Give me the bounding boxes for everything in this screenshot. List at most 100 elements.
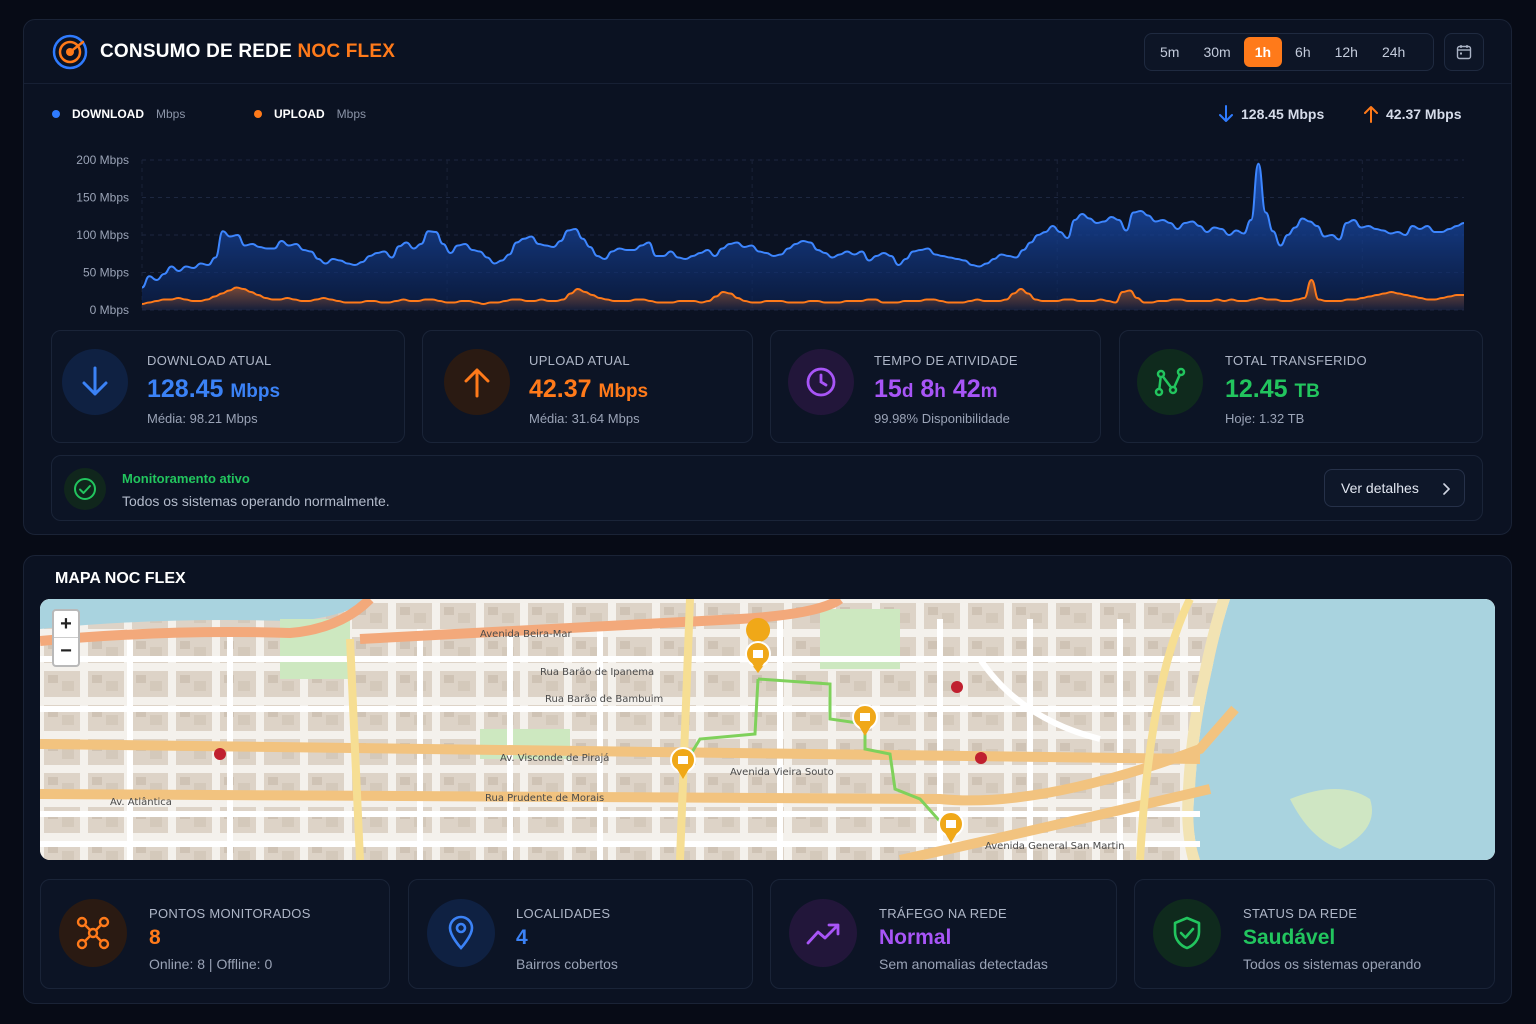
- node-pin-icon[interactable]: [670, 747, 696, 779]
- network-traffic-label: TRÁFEGO NA REDE: [879, 906, 1008, 921]
- x-tick-label: 10:00: [1347, 321, 1377, 322]
- zoom-in-button[interactable]: +: [54, 611, 78, 638]
- download-series-line: [141, 162, 1465, 289]
- arrow-up-icon: [1364, 106, 1378, 123]
- view-details-button[interactable]: Ver detalhes: [1324, 469, 1465, 507]
- total-transferred-number: 12.45: [1225, 375, 1288, 403]
- uptime-hours-unit: h: [934, 381, 946, 402]
- download-average: Média: 98.21 Mbps: [147, 411, 258, 426]
- monitoring-subtitle: Todos os sistemas operando normalmente.: [122, 493, 390, 509]
- all-systems-status: Todos os sistemas operando: [1243, 956, 1422, 972]
- upload-icon-badge: [444, 349, 510, 415]
- range-5m-button[interactable]: 5m: [1160, 44, 1180, 60]
- total-transferred-unit: TB: [1294, 381, 1320, 402]
- upload-current-value: 42.37 Mbps: [529, 375, 648, 404]
- time-range-selector: 5m 30m 1h 6h 12h 24h: [1144, 33, 1434, 71]
- uptime-label: TEMPO DE ATIVIDADE: [874, 353, 1018, 368]
- range-24h-button[interactable]: 24h: [1381, 44, 1406, 60]
- network-status-card: STATUS DA REDE Saudável Todos os sistema…: [1134, 879, 1495, 989]
- x-tick-label: 09:45: [1042, 321, 1072, 322]
- trending-up-icon: [806, 923, 840, 945]
- street-map: Avenida Beira-Mar Rua Barão de Ipanema R…: [40, 599, 1495, 860]
- upload-current-number: 42.37: [529, 375, 592, 403]
- uptime-icon-badge: [788, 349, 854, 415]
- online-offline-count: Online: 8 | Offline: 0: [149, 956, 273, 972]
- x-tick-label: 09:00: [127, 321, 157, 322]
- uptime-value: 15d 8h 42m: [874, 375, 998, 404]
- calendar-icon: [1456, 45, 1472, 60]
- street-label: Rua Prudente de Morais: [485, 793, 604, 804]
- location-pin-icon: [448, 915, 474, 950]
- chart-x-axis: 09:00 09:15 09:30 09:45 10:00: [127, 321, 1378, 322]
- arrow-down-icon: [1219, 105, 1233, 122]
- download-current-value: 128.45 Mbps: [147, 375, 280, 404]
- download-icon-badge: [62, 349, 128, 415]
- y-tick-label: 0 Mbps: [90, 303, 129, 317]
- check-circle-icon: [74, 478, 96, 500]
- y-tick-label: 200 Mbps: [76, 153, 129, 167]
- uptime-days: 15: [874, 375, 902, 403]
- uptime-minutes-unit: m: [980, 381, 998, 402]
- street-label: Rua Barão de Ipanema: [540, 667, 654, 678]
- ocean-water: [1193, 599, 1495, 860]
- node-pin-icon[interactable]: [745, 618, 771, 673]
- transfer-icon-badge: [1137, 349, 1203, 415]
- street-label: Avenida General San Martin: [985, 841, 1125, 852]
- today-transferred: Hoje: 1.32 TB: [1225, 411, 1305, 426]
- upload-average: Média: 31.64 Mbps: [529, 411, 640, 426]
- anomalies-status: Sem anomalias detectadas: [879, 956, 1048, 972]
- y-tick-label: 50 Mbps: [83, 266, 129, 280]
- upload-series-line: [141, 278, 1464, 306]
- monitored-points-value: 8: [149, 926, 161, 949]
- route-line: [757, 677, 947, 828]
- live-upload-value: 42.37 Mbps: [1386, 106, 1462, 122]
- node-pin-icon[interactable]: [852, 704, 878, 736]
- x-tick-label: 09:30: [737, 321, 767, 322]
- range-30m-button[interactable]: 30m: [1203, 44, 1231, 60]
- node-pins: [670, 618, 964, 843]
- chart-y-axis: 0 Mbps 50 Mbps 100 Mbps 150 Mbps 200 Mbps: [76, 153, 129, 317]
- network-consumption-panel: CONSUMO DE REDE NOC FLEX 5m 30m 1h 6h 12…: [23, 19, 1512, 535]
- neighborhoods-covered: Bairros cobertos: [516, 956, 618, 972]
- hospital-icon: [951, 681, 963, 693]
- y-tick-label: 100 Mbps: [76, 228, 129, 242]
- live-upload-readout: 42.37 Mbps: [1364, 105, 1461, 123]
- park-headland: [1290, 789, 1372, 849]
- network-path-icon: [1154, 367, 1186, 397]
- map-title: MAPA NOC FLEX: [55, 570, 186, 587]
- radar-logo-icon: [52, 34, 88, 70]
- upload-current-unit: Mbps: [598, 381, 649, 402]
- shield-check-icon: [1173, 916, 1201, 950]
- zoom-out-button[interactable]: −: [60, 640, 72, 662]
- legend-upload-unit: Mbps: [336, 107, 367, 121]
- calendar-button[interactable]: [1444, 33, 1484, 71]
- monitoring-title: Monitoramento ativo: [122, 471, 250, 486]
- page-title: CONSUMO DE REDE NOC FLEX: [100, 41, 395, 63]
- street-label: Av. Atlântica: [110, 796, 172, 808]
- range-6h-button[interactable]: 6h: [1295, 44, 1311, 60]
- node-pin-icon[interactable]: [938, 811, 964, 843]
- total-transferred-card: TOTAL TRANSFERIDO 12.45 TB Hoje: 1.32 TB: [1119, 330, 1483, 443]
- range-12h-button[interactable]: 12h: [1334, 44, 1358, 60]
- total-transferred-label: TOTAL TRANSFERIDO: [1225, 353, 1367, 368]
- bay-water: [40, 599, 370, 629]
- network-status-label: STATUS DA REDE: [1243, 906, 1358, 921]
- zoom-control: + −: [52, 609, 80, 667]
- legend-download-name: DOWNLOAD: [72, 107, 144, 121]
- check-circle-badge: [64, 468, 106, 510]
- uptime-days-unit: d: [901, 381, 914, 402]
- view-details-label: Ver detalhes: [1341, 480, 1419, 496]
- localities-card: LOCALIDADES 4 Bairros cobertos: [408, 879, 753, 989]
- range-1h-button[interactable]: 1h: [1243, 37, 1283, 67]
- legend-upload-name: UPLOAD: [274, 107, 325, 121]
- avenue-beira-mar: [40, 599, 374, 646]
- network-status-value: Saudável: [1243, 926, 1336, 949]
- upload-current-label: UPLOAD ATUAL: [529, 353, 630, 368]
- download-current-label: DOWNLOAD ATUAL: [147, 353, 272, 368]
- avenue-visconde-piraja: [40, 739, 1201, 764]
- network-map[interactable]: Avenida Beira-Mar Rua Barão de Ipanema R…: [40, 599, 1495, 860]
- live-download-readout: 128.45 Mbps: [1219, 105, 1324, 123]
- legend-download: DOWNLOAD Mbps: [52, 107, 185, 121]
- clock-icon: [806, 367, 836, 397]
- upload-dot-icon: [254, 110, 262, 118]
